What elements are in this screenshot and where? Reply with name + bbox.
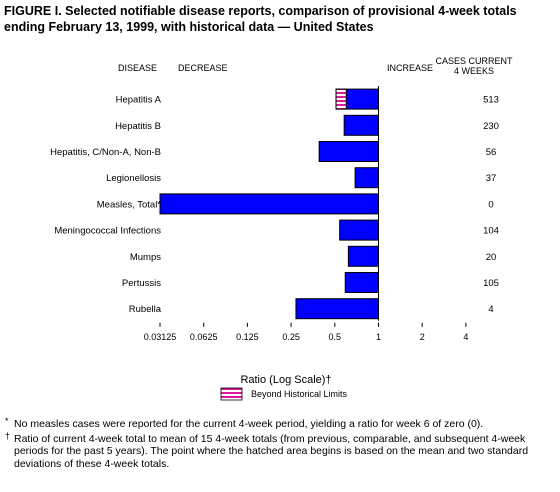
bar	[339, 219, 379, 241]
category-label: Hepatitis B	[115, 121, 161, 132]
case-count: 230	[483, 121, 499, 132]
category-label: Legionellosis	[106, 173, 161, 184]
x-tick-label: 0.25	[282, 332, 300, 342]
bar	[159, 193, 379, 215]
case-count: 104	[483, 226, 499, 237]
x-axis-label: Ratio (Log Scale)†	[240, 374, 331, 386]
category-label: Hepatitis A	[116, 95, 162, 106]
category-label: Rubella	[129, 304, 162, 315]
case-count: 20	[486, 252, 497, 263]
bar	[354, 167, 380, 189]
footnote-measles: * No measles cases were reported for the…	[4, 416, 552, 431]
x-tick-label: 2	[420, 332, 425, 342]
bar	[343, 114, 380, 136]
case-count: 4	[488, 304, 493, 315]
bar	[295, 298, 379, 320]
bar	[318, 141, 379, 162]
category-label: Pertussis	[122, 278, 161, 289]
footnote-mark: *	[5, 416, 9, 426]
legend: Beyond Historical Limits	[220, 387, 348, 401]
cases-header-line2: 4 WEEKS	[454, 66, 494, 76]
x-tick-label: 0.03125	[144, 332, 177, 342]
case-count: 56	[486, 147, 497, 158]
case-count: 0	[488, 199, 493, 210]
beyond-limits-hatch	[335, 88, 347, 110]
increase-header: INCREASE	[387, 63, 433, 73]
case-count: 37	[486, 173, 497, 184]
category-label: Meningococcal Infections	[54, 226, 161, 237]
category-label: Hepatitis, C/Non-A, Non-B	[50, 147, 161, 158]
legend-label: Beyond Historical Limits	[251, 389, 348, 399]
x-tick-label: 1	[376, 332, 381, 342]
footnotes: * No measles cases were reported for the…	[4, 416, 552, 472]
cases-header-line1: CASES CURRENT	[435, 56, 513, 66]
footnote-ratio: † Ratio of current 4-week total to mean …	[4, 430, 552, 471]
footnote-mark: †	[5, 430, 11, 441]
case-count: 513	[483, 95, 499, 106]
x-tick-label: 0.5	[329, 332, 342, 342]
x-tick-label: 4	[463, 332, 468, 342]
footnote-text: No measles cases were reported for the c…	[14, 418, 484, 430]
disease-header: DISEASE	[118, 63, 157, 73]
case-count: 105	[483, 278, 499, 289]
figure-title: FIGURE I. Selected notifiable disease re…	[4, 4, 517, 34]
category-label: Mumps	[130, 252, 161, 263]
bar	[344, 272, 379, 293]
x-tick-label: 0.0625	[190, 332, 218, 342]
bar	[347, 245, 380, 267]
category-label: Measles, Total*	[97, 199, 162, 210]
footnote-text: Ratio of current 4-week total to mean of…	[14, 432, 529, 470]
decrease-header: DECREASE	[178, 63, 228, 73]
ratio-bar-chart: DISEASE DECREASE INCREASE CASES CURRENT …	[50, 56, 513, 401]
x-tick-label: 0.125	[236, 332, 259, 342]
legend-hatch-swatch	[220, 387, 243, 401]
